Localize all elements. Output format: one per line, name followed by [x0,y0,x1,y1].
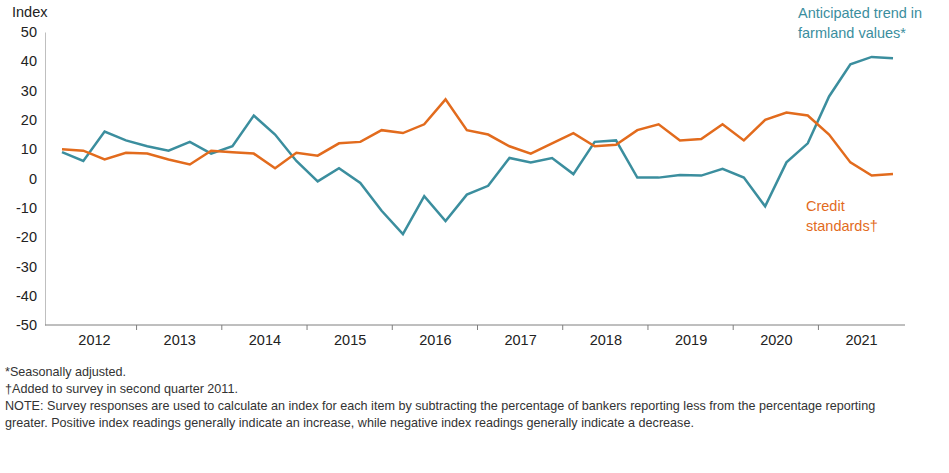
y-tick-label: 20 [21,112,37,128]
x-tick-label: 2015 [334,332,366,348]
x-tick: 2020 [760,325,792,348]
plot-area [62,57,893,234]
y-tick: -50 [16,317,45,333]
x-separator [818,325,819,330]
x-tick-label: 2021 [845,332,877,348]
series-label: Anticipated trend infarmland values* [798,5,922,41]
y-tick-label: 10 [21,141,37,157]
footnotes: *Seasonally adjusted.†Added to survey in… [5,364,910,432]
y-tick: -30 [16,259,45,275]
y-tick-label: -30 [16,259,37,275]
x-separator [477,325,478,330]
x-tick: 2014 [249,325,281,348]
y-tick-label: -10 [16,200,37,216]
x-tick-label: 2012 [78,332,110,348]
x-tick: 2015 [334,325,366,348]
series-line [62,57,893,234]
x-axis-line [45,325,905,326]
footnote: NOTE: Survey responses are used to calcu… [5,398,910,432]
x-tick: 2016 [419,325,451,348]
footnote: *Seasonally adjusted. [5,364,910,381]
y-tick-label: -40 [16,288,37,304]
x-tick-label: 2020 [760,332,792,348]
x-tick: 2017 [504,325,536,348]
x-separator [221,325,222,330]
x-separator [136,325,137,330]
series-line [62,99,893,175]
x-tick: 2021 [845,325,877,348]
x-separator [562,325,563,330]
y-tick: 30 [21,83,45,99]
x-separator [392,325,393,330]
footnote: †Added to survey in second quarter 2011. [5,381,910,398]
x-separator [307,325,308,330]
y-tick-label: 30 [21,83,37,99]
y-tick-label: 40 [21,53,37,69]
x-separator [647,325,648,330]
x-separator [733,325,734,330]
x-tick: 2018 [590,325,622,348]
x-tick: 2013 [164,325,196,348]
y-tick: -20 [16,229,45,245]
x-tick-label: 2019 [675,332,707,348]
series-label: Creditstandards† [806,198,878,234]
x-tick-label: 2016 [419,332,451,348]
y-axis-title: Index [12,4,48,20]
y-axis: -50 -40 -30 -20 -10 0 10 20 30 40 50 [16,24,45,333]
y-tick: 20 [21,112,45,128]
y-tick: 50 [21,24,45,40]
y-axis-line [45,33,46,326]
y-tick-label: -50 [16,317,37,333]
x-tick-label: 2018 [590,332,622,348]
x-tick-label: 2014 [249,332,281,348]
y-tick: 10 [21,141,45,157]
y-tick: -40 [16,288,45,304]
y-tick: 0 [29,171,45,187]
y-tick: -10 [16,200,45,216]
y-tick: 40 [21,53,45,69]
x-axis: 2012 2013 2014 2015 2016 2017 2018 2019 2020 2021 [45,325,905,348]
x-tick-label: 2013 [164,332,196,348]
x-tick: 2012 [78,325,110,348]
y-tick-label: -20 [16,229,37,245]
x-tick: 2019 [675,325,707,348]
y-tick-label: 50 [21,24,37,40]
x-tick-label: 2017 [504,332,536,348]
y-tick-label: 0 [29,171,37,187]
